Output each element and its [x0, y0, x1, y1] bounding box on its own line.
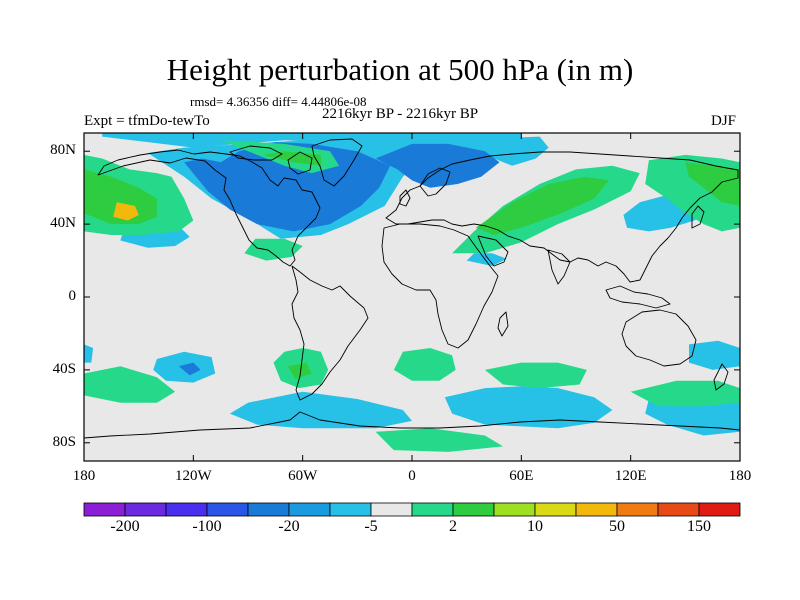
colorbar-box [288, 502, 331, 517]
colorbar-label: -20 [278, 518, 300, 535]
lon-tick-label: 120E [614, 468, 647, 484]
coast-north-america [97, 149, 321, 267]
colorbar-label: -100 [192, 518, 222, 535]
colorbar-label: -200 [110, 518, 140, 535]
lon-tick-label: 180 [72, 468, 96, 484]
coast-japan [691, 205, 705, 229]
colorbar-label: -5 [364, 518, 378, 535]
lat-tick-label: 40N [50, 215, 76, 232]
map-background [84, 133, 740, 461]
coast-africa [381, 223, 499, 349]
coast-baffin [287, 151, 313, 175]
field-pos-n-pacific-core [113, 202, 139, 221]
lat-tick-label: 40S [52, 360, 76, 377]
coastlines [83, 138, 741, 439]
field-pos-eurasia-mid [475, 176, 609, 235]
stats-line: rmsd= 4.36356 diff= 4.44806e-08 [190, 94, 367, 109]
field-pos-n-pacific-mid [84, 169, 157, 225]
colorbar-box [493, 502, 536, 517]
map-title: Height perturbation at 500 hPa (in m) [166, 52, 634, 87]
coast-indonesia [605, 285, 671, 309]
coast-eurasia [385, 151, 739, 283]
field-neg-sh-pacific-core [178, 362, 201, 376]
field-neg-n-atlantic-core [184, 142, 391, 232]
experiment-label: Expt = tfmDo-tewTo [84, 113, 210, 129]
colorbar-box [616, 502, 659, 517]
coast-australia [621, 309, 697, 367]
coast-scandinavia [419, 167, 451, 197]
colorbar-box [247, 502, 290, 517]
field-pos-caribbean [244, 238, 303, 261]
colorbar-box [411, 502, 454, 517]
axis-ticks [83, 133, 741, 461]
map-subtitle: 2216kyr BP - 2216kyr BP [322, 106, 479, 122]
colorbar-label: 2 [449, 518, 457, 535]
colorbar-box [698, 502, 741, 517]
colorbar-box [206, 502, 249, 517]
coast-arabia [477, 235, 509, 267]
coast-british-isles [399, 189, 411, 207]
colorbar [83, 502, 741, 517]
colorbar-box [534, 502, 577, 517]
lat-tick-label: 80N [50, 142, 76, 159]
field-neg-sh-indian [444, 386, 613, 429]
field-neg-far-west [84, 344, 94, 363]
coast-greenland [311, 138, 363, 187]
lat-tick-label: 80S [52, 433, 76, 450]
lon-tick-label: 0 [408, 468, 416, 484]
coast-india [547, 249, 571, 285]
lat-tick-label: 0 [68, 288, 77, 304]
coast-south-america [291, 265, 369, 401]
field-neg-se-asia [466, 253, 507, 266]
coast-antarctica [83, 411, 741, 439]
colorbar-label: 10 [527, 518, 543, 535]
season-label: DJF [711, 113, 737, 129]
colorbar-box [370, 502, 413, 517]
field-neg-europe-core [375, 143, 500, 188]
field-pos-s-atlantic [393, 348, 456, 381]
lon-tick-label: 120W [174, 468, 212, 484]
field-neg-australia [689, 340, 740, 370]
colorbar-box [83, 502, 126, 517]
colorbar-box [452, 502, 495, 517]
field-pos-s-indian [484, 362, 587, 389]
coast-arctic-islands [229, 145, 283, 161]
colorbar-box [124, 502, 167, 517]
colorbar-box [575, 502, 618, 517]
field-pos-sw-pacific [84, 366, 176, 403]
colorbar-box [657, 502, 700, 517]
field-pos-antarctic-far [375, 428, 504, 452]
coast-madagascar [497, 311, 509, 337]
lon-tick-label: 60E [509, 468, 534, 484]
field-pos-s-america-mid [288, 362, 312, 379]
field-neg-sh-atlantic [229, 391, 412, 429]
colorbar-box [329, 502, 372, 517]
field-pos-se-pacific [630, 380, 740, 407]
lon-tick-label: 180 [728, 468, 752, 484]
lon-tick-label: 60W [288, 468, 318, 484]
field-pos-far-east-np-mid [685, 162, 740, 206]
height-field-layer [84, 133, 740, 452]
coast-new-zealand [713, 363, 729, 391]
colorbar-label: 50 [609, 518, 625, 535]
colorbar-box [165, 502, 208, 517]
colorbar-label: 150 [687, 518, 711, 535]
